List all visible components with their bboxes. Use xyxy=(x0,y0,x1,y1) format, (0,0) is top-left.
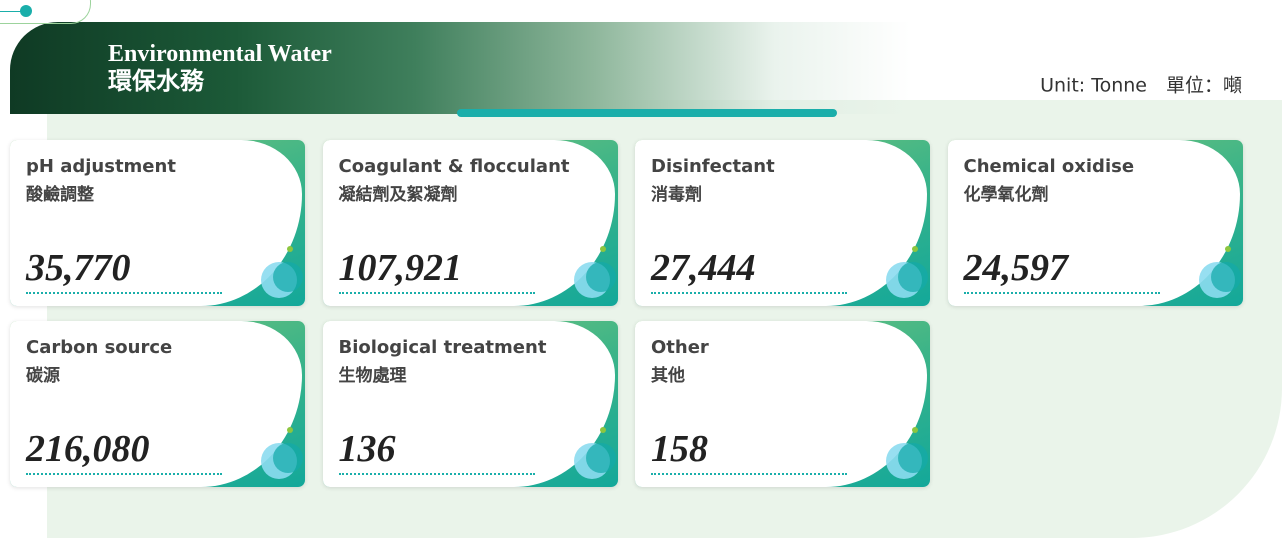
value: 27,444 xyxy=(651,246,756,290)
decoration xyxy=(1225,246,1231,252)
underline xyxy=(964,292,1160,294)
accent-bar xyxy=(457,109,837,117)
value: 35,770 xyxy=(26,246,131,290)
decoration xyxy=(600,427,606,433)
decoration xyxy=(586,262,616,292)
label-en: Chemical oxidise xyxy=(964,156,1135,177)
underline xyxy=(26,473,222,475)
decoration xyxy=(586,443,616,473)
title-zh: 環保水務 xyxy=(108,68,332,96)
value: 24,597 xyxy=(964,246,1069,290)
label-en: Biological treatment xyxy=(339,337,547,358)
underline xyxy=(651,292,847,294)
decoration xyxy=(600,246,606,252)
decoration xyxy=(0,0,91,24)
title-en: Environmental Water xyxy=(108,40,332,68)
label-en: Disinfectant xyxy=(651,156,775,177)
underline xyxy=(26,292,222,294)
decoration xyxy=(898,443,928,473)
value: 158 xyxy=(651,427,708,471)
label-zh: 其他 xyxy=(651,361,685,386)
underline xyxy=(339,292,535,294)
value: 216,080 xyxy=(26,427,150,471)
label-en: Carbon source xyxy=(26,337,172,358)
decoration xyxy=(912,427,918,433)
label-en: Coagulant & flocculant xyxy=(339,156,570,177)
card: Coagulant & flocculant 凝結劑及絮凝劑 107,921 xyxy=(323,140,618,306)
decoration xyxy=(20,5,32,17)
card: pH adjustment 酸鹼調整 35,770 xyxy=(10,140,305,306)
underline xyxy=(651,473,847,475)
decoration xyxy=(287,246,293,252)
card: Carbon source 碳源 216,080 xyxy=(10,321,305,487)
decoration xyxy=(287,427,293,433)
label-zh: 酸鹼調整 xyxy=(26,180,94,205)
card: Disinfectant 消毒劑 27,444 xyxy=(635,140,930,306)
label-en: Other xyxy=(651,337,709,358)
label-en: pH adjustment xyxy=(26,156,176,177)
underline xyxy=(339,473,535,475)
card: Chemical oxidise 化學氧化劑 24,597 xyxy=(948,140,1243,306)
unit: Unit: Tonne 單位：噸 xyxy=(1040,71,1242,98)
decoration xyxy=(898,262,928,292)
page: Environmental Water 環保水務 Unit: Tonne 單位：… xyxy=(0,0,1282,538)
decoration xyxy=(273,262,303,292)
label-zh: 消毒劑 xyxy=(651,180,702,205)
label-zh: 化學氧化劑 xyxy=(964,180,1049,205)
value: 136 xyxy=(339,427,396,471)
card: Other 其他 158 xyxy=(635,321,930,487)
header-title: Environmental Water 環保水務 xyxy=(108,40,332,96)
label-zh: 凝結劑及絮凝劑 xyxy=(339,180,458,205)
card: Biological treatment 生物處理 136 xyxy=(323,321,618,487)
label-zh: 碳源 xyxy=(26,361,60,386)
value: 107,921 xyxy=(339,246,463,290)
decoration xyxy=(912,246,918,252)
decoration xyxy=(273,443,303,473)
label-zh: 生物處理 xyxy=(339,361,407,386)
decoration xyxy=(1211,262,1241,292)
